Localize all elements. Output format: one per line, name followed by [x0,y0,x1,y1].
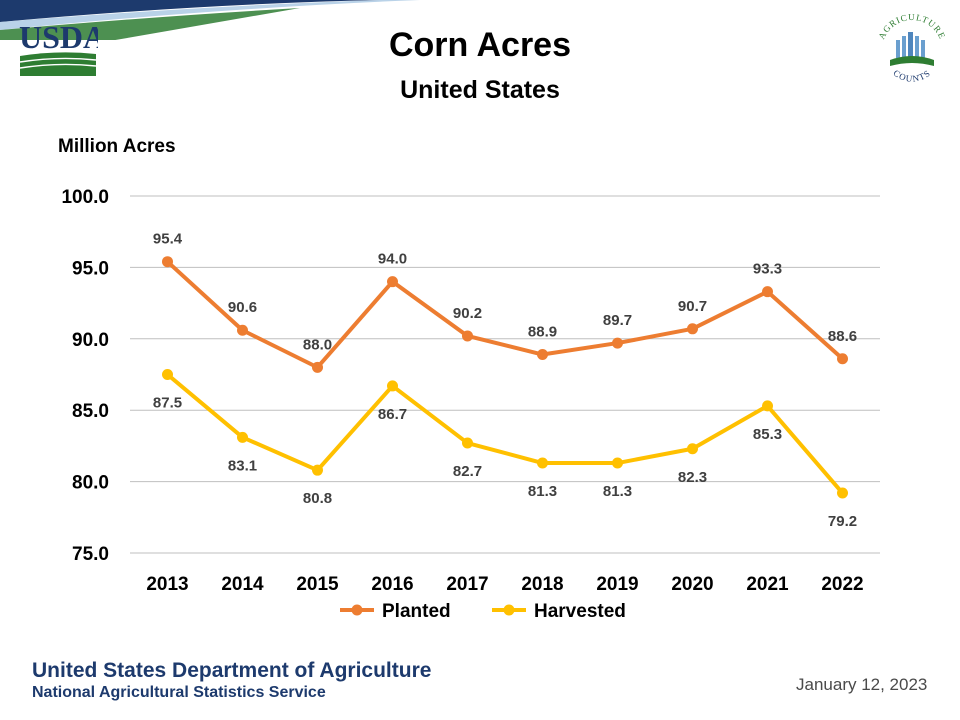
data-label-harvested: 80.8 [303,490,332,507]
data-point-planted [837,353,848,365]
data-label-planted: 90.6 [228,299,257,316]
data-label-harvested: 82.3 [678,469,707,486]
data-label-planted: 90.2 [453,305,482,322]
x-tick-label: 2021 [746,574,789,595]
data-label-planted: 93.3 [753,261,782,278]
data-label-planted: 88.0 [303,336,332,353]
data-label-harvested: 81.3 [603,483,632,500]
footer-service-name: National Agricultural Statistics Service [32,684,326,701]
data-point-harvested [462,437,473,449]
x-tick-label: 2020 [671,574,713,595]
data-label-harvested: 86.7 [378,406,407,423]
data-point-harvested [762,400,773,412]
legend-label-planted: Planted [382,601,451,622]
data-label-harvested: 85.3 [753,426,782,443]
x-tick-label: 2013 [146,574,188,595]
data-label-harvested: 87.5 [153,395,182,412]
data-point-harvested [687,443,698,455]
data-label-planted: 94.0 [378,251,407,268]
data-point-harvested [237,431,248,443]
y-tick-label: 80.0 [72,473,109,494]
data-point-planted [237,324,248,336]
x-tick-label: 2016 [371,574,413,595]
footer-date: January 12, 2023 [796,675,928,694]
usda-logo-text: USDA [19,19,98,55]
y-tick-label: 75.0 [72,544,109,565]
x-tick-label: 2022 [821,574,863,595]
data-label-planted: 89.7 [603,312,632,329]
data-point-planted [687,323,698,335]
y-tick-label: 90.0 [72,330,109,351]
data-label-harvested: 81.3 [528,483,557,500]
data-point-harvested [312,464,323,476]
legend-marker-harvested [503,604,515,616]
y-tick-label: 100.0 [61,187,109,208]
data-point-harvested [612,457,623,469]
header-swoosh [0,0,420,40]
legend-label-harvested: Harvested [534,601,626,622]
data-label-harvested: 82.7 [453,463,482,480]
usda-logo: USDA [19,19,98,76]
x-tick-label: 2014 [221,574,264,595]
data-point-planted [387,276,398,288]
data-point-harvested [387,380,398,392]
x-tick-label: 2015 [296,574,339,595]
chart-title: Corn Acres [388,26,572,64]
data-point-harvested [162,369,173,380]
data-label-planted: 90.7 [678,298,707,315]
data-label-planted: 88.6 [828,328,857,345]
legend-marker-planted [351,604,363,616]
series-line-harvested [166,372,845,495]
footer-agency-name: United States Department of Agriculture [32,659,432,682]
data-point-planted [762,286,773,298]
agriculture-counts-logo: AGRICULTURE COUNTS [876,12,946,84]
data-point-harvested [537,457,548,469]
x-tick-label: 2019 [596,574,638,595]
data-label-planted: 88.9 [528,324,557,341]
data-point-planted [537,349,548,361]
data-point-planted [312,361,323,373]
data-label-planted: 95.4 [153,231,183,248]
x-tick-label: 2017 [446,574,488,595]
chart-subtitle: United States [400,76,560,104]
y-axis-unit-label: Million Acres [58,136,176,157]
y-tick-label: 85.0 [72,401,109,422]
y-tick-label: 95.0 [72,258,109,279]
data-label-harvested: 83.1 [228,457,257,474]
series-line-planted [166,260,844,370]
data-point-planted [162,256,173,268]
x-tick-label: 2018 [521,574,563,595]
data-label-harvested: 79.2 [828,513,857,530]
data-point-planted [462,330,473,342]
data-point-harvested [837,487,848,499]
svg-text:COUNTS: COUNTS [892,68,933,84]
data-point-planted [612,337,623,349]
